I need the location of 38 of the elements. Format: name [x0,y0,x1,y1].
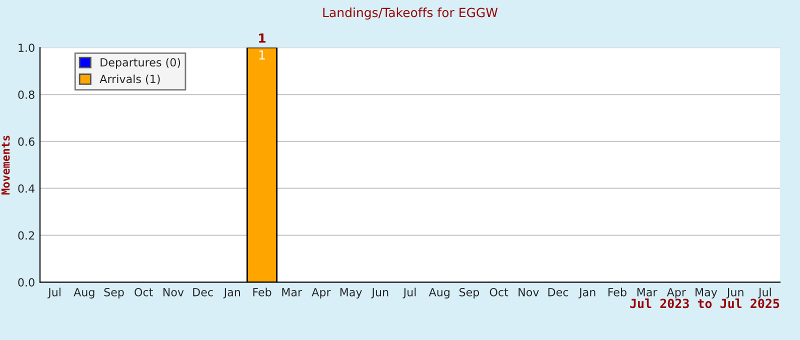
x-tick-label: Mar [282,288,302,296]
x-tick-label: Jan [223,288,240,298]
x-tick-label: Jul [758,288,771,298]
x-tick-label: Jun [726,288,744,298]
x-tick-label: Oct [134,288,153,296]
x-tick-label: Dec [193,288,213,296]
x-tick-label: Jan [578,288,596,298]
x-tick-label: Jun [371,288,388,298]
total-label: 1 [259,34,266,43]
data-label: 1 [259,50,265,60]
x-tick-label: Nov [163,288,184,296]
y-tick-label: 0.2 [18,231,34,240]
y-axis-title: Movements [2,136,10,195]
x-tick-label: Feb [253,288,272,296]
x-tick-label: Oct [490,288,508,296]
y-tick-label: 0.0 [18,278,34,287]
x-tick-label: Aug [74,288,94,299]
x-tick-label: Aug [428,288,450,299]
y-tick-label: 0.6 [18,137,34,146]
legend-label: Departures (0) [100,58,180,69]
x-tick-label: Nov [518,288,539,296]
x-tick-label: Jul [48,288,60,298]
y-tick-label: 0.8 [18,90,34,99]
x-tick-label: Sep [104,288,124,299]
x-tick-label: Feb [608,288,626,296]
x-axis-title: Jul 2023 to Jul 2025 [630,298,780,308]
x-tick-label: Dec [548,288,568,296]
x-tick-label: Mar [637,288,658,296]
x-tick-label: Sep [459,288,480,299]
y-tick-label: 1.0 [18,44,34,52]
x-tick-label: Apr [666,288,686,299]
x-tick-label: Apr [312,288,331,299]
x-tick-label: May [696,288,718,299]
legend-label: Arrivals (1) [100,74,160,84]
chart-title: Landings/Takeoffs for EGGW [323,8,498,20]
x-tick-label: Jul [402,288,416,298]
y-tick-label: 0.4 [18,184,35,193]
x-tick-label: May [340,288,362,299]
